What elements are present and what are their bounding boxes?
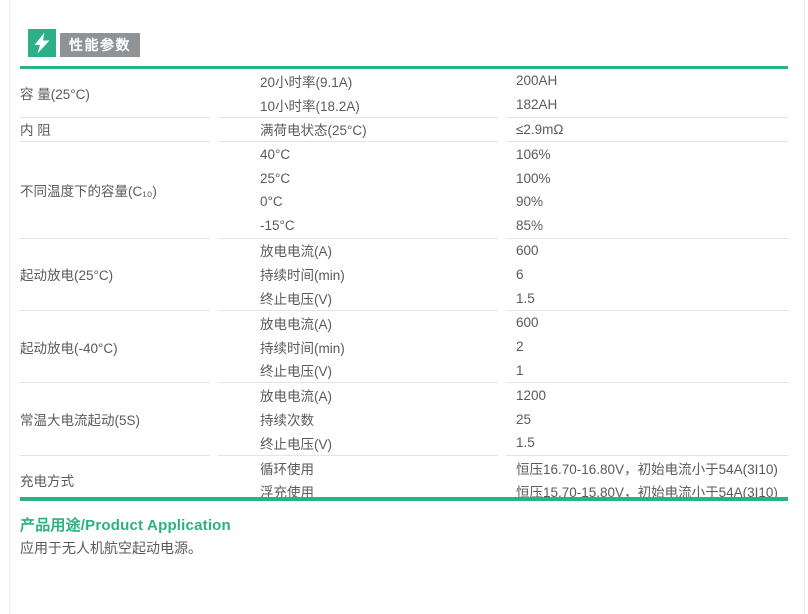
condition-cell: 40°C xyxy=(260,146,291,162)
value-cell: 100% xyxy=(516,170,551,186)
spec-group: 起动放电(-40°C) 放电电流(A) 持续时间(min) 终止电压(V) 600 2 1 xyxy=(20,311,788,384)
condition-cell: 终止电压(V) xyxy=(260,436,332,452)
condition-column: 20小时率(9.1A) 10小时率(18.2A) xyxy=(218,69,498,118)
param-cell: 起动放电(25°C) xyxy=(20,239,210,311)
condition-cell: -15°C xyxy=(260,218,295,234)
spec-table: 容 量(25°C) 20小时率(9.1A) 10小时率(18.2A) 200AH 182… xyxy=(20,69,788,503)
condition-cell: 放电电流(A) xyxy=(260,316,332,332)
table-top-rule xyxy=(20,66,788,69)
brand-logo xyxy=(28,29,56,57)
value-column: ≤2.9mΩ xyxy=(506,118,788,143)
spec-group: 充电方式 循环使用 浮充使用 恒压16.70-16.80V，初始电流小于54A(3I1… xyxy=(20,456,788,504)
application-title: 产品用途/Product Application xyxy=(20,517,231,534)
spec-group: 常温大电流起动(5S) 放电电流(A) 持续次数终止电压(V) 1200 25 1.5 xyxy=(20,383,788,456)
condition-column: 40°C 25°C 0°C -15°C xyxy=(218,142,498,239)
condition-cell: 持续时间(min) xyxy=(260,340,345,356)
spec-group: 不同温度下的容量(C₁₀) 40°C 25°C 0°C -15°C 106% 100% 90%… xyxy=(20,142,788,239)
value-cell: 600 xyxy=(516,315,539,331)
condition-cell: 放电电流(A) xyxy=(260,389,332,405)
value-cell: 恒压15.70-15.80V，初始电流小于54A(3I10) xyxy=(516,485,778,501)
value-cell: 182AH xyxy=(516,97,558,113)
value-cell: 90% xyxy=(516,194,544,210)
value-column: 600 6 1.5 xyxy=(506,239,788,311)
condition-cell: 0°C xyxy=(260,194,283,210)
value-column: 1200 25 1.5 xyxy=(506,383,788,456)
condition-cell: 放电电流(A) xyxy=(260,244,332,260)
value-cell: 200AH xyxy=(516,73,558,89)
condition-cell: 10小时率(18.2A) xyxy=(260,98,360,114)
value-cell: 恒压16.70-16.80V，初始电流小于54A(3I10) xyxy=(516,461,778,477)
condition-column: 放电电流(A) 持续时间(min) 终止电压(V) xyxy=(218,239,498,311)
param-cell: 常温大电流起动(5S) xyxy=(20,383,210,456)
value-cell: 1.5 xyxy=(516,290,535,306)
condition-cell: 循环使用 xyxy=(260,461,314,477)
condition-cell: 终止电压(V) xyxy=(260,364,332,380)
value-cell: 600 xyxy=(516,242,539,258)
value-column: 106% 100% 90% 85% xyxy=(506,142,788,239)
value-column: 600 2 1 xyxy=(506,311,788,384)
value-cell: 106% xyxy=(516,146,551,162)
param-cell: 内 阻 xyxy=(20,118,210,143)
value-cell: 1 xyxy=(516,362,524,378)
table-bottom-rule xyxy=(20,497,788,501)
lightning-icon xyxy=(28,29,56,57)
condition-cell: 20小时率(9.1A) xyxy=(260,74,353,90)
value-cell: 85% xyxy=(516,218,544,234)
spec-group: 容 量(25°C) 20小时率(9.1A) 10小时率(18.2A) 200AH 182… xyxy=(20,69,788,118)
param-cell: 充电方式 xyxy=(20,473,74,489)
value-column: 200AH 182AH xyxy=(506,69,788,118)
condition-cell: 持续时间(min) xyxy=(260,268,345,284)
condition-column: 放电电流(A) 持续次数终止电压(V) xyxy=(218,383,498,456)
page-left-border xyxy=(9,0,10,614)
condition-column: 满荷电状态(25°C) xyxy=(218,118,498,143)
condition-cell: 满荷电状态(25°C) xyxy=(260,123,367,139)
condition-cell: 终止电压(V) xyxy=(260,292,332,308)
spec-group: 内 阻 满荷电状态(25°C) ≤2.9mΩ xyxy=(20,118,788,143)
section-header: 性能参数 xyxy=(28,29,140,57)
section-title-badge: 性能参数 xyxy=(60,33,140,57)
page-right-border xyxy=(804,0,805,614)
condition-column: 放电电流(A) 持续时间(min) 终止电压(V) xyxy=(218,311,498,384)
value-cell: ≤2.9mΩ xyxy=(516,121,564,137)
condition-column: 循环使用 浮充使用 xyxy=(218,456,498,504)
condition-cell: 持续次数 xyxy=(260,413,314,429)
param-cell: 起动放电(-40°C) xyxy=(20,311,210,384)
value-cell: 2 xyxy=(516,339,524,355)
value-cell: 1200 xyxy=(516,387,547,403)
condition-cell: 浮充使用 xyxy=(260,485,314,501)
value-cell: 25 xyxy=(516,411,532,427)
application-description: 应用于无人机航空起动电源。 xyxy=(20,540,202,556)
value-column: 恒压16.70-16.80V，初始电流小于54A(3I10) 恒压15.70-15… xyxy=(506,456,788,504)
value-cell: 1.5 xyxy=(516,435,535,451)
spec-group: 起动放电(25°C) 放电电流(A) 持续时间(min) 终止电压(V) 600 6 1.5 xyxy=(20,239,788,311)
value-cell: 6 xyxy=(516,266,524,282)
condition-cell: 25°C xyxy=(260,170,291,186)
param-cell: 容 量(25°C) xyxy=(20,69,210,118)
param-cell: 不同温度下的容量(C₁₀) xyxy=(20,142,210,239)
